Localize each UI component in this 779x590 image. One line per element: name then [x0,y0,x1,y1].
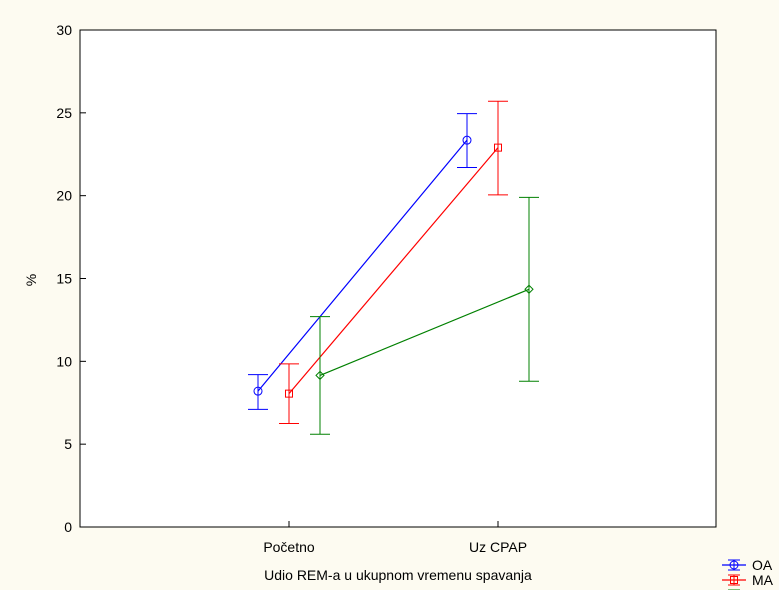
x-tick-label-1: Uz CPAP [469,539,527,555]
legend-marker-MA [730,576,738,584]
y-tick-label-0: 0 [64,519,72,535]
point-MA-1 [494,143,502,152]
y-tick-label-6: 30 [56,22,72,38]
series-line-MA [288,147,499,395]
x-axis: Početno Uz CPAP [263,521,527,555]
plot-area [79,29,717,528]
series-line-CA [319,288,530,376]
legend-marker-OA [729,560,739,570]
series-OA [248,113,477,410]
series-CA [310,196,539,435]
y-tick-label-5: 25 [56,105,72,121]
y-axis-title: % [23,274,39,286]
point-OA-1 [462,135,472,145]
y-tick-label-4: 20 [56,188,72,204]
legend-label-CA: CA [752,587,772,590]
point-CA-0 [315,370,325,381]
y-tick-label-3: 15 [56,271,72,287]
series-MA [279,100,508,424]
legend-label-OA: OA [752,557,773,573]
series-layer [248,100,539,435]
point-OA-0 [253,386,263,396]
legend-label-MA: MA [752,572,774,588]
x-axis-title: Udio REM-a u ukupnom vremenu spavanja [264,567,532,583]
y-axis: 0 5 10 15 20 25 30 [56,22,86,535]
x-tick-label-0: Početno [263,539,315,555]
y-tick-label-2: 10 [56,353,72,369]
point-MA-0 [285,389,293,398]
series-line-OA [257,139,468,392]
legend: OAMACA [722,557,774,590]
y-tick-label-1: 5 [64,436,72,452]
point-CA-1 [524,284,534,294]
